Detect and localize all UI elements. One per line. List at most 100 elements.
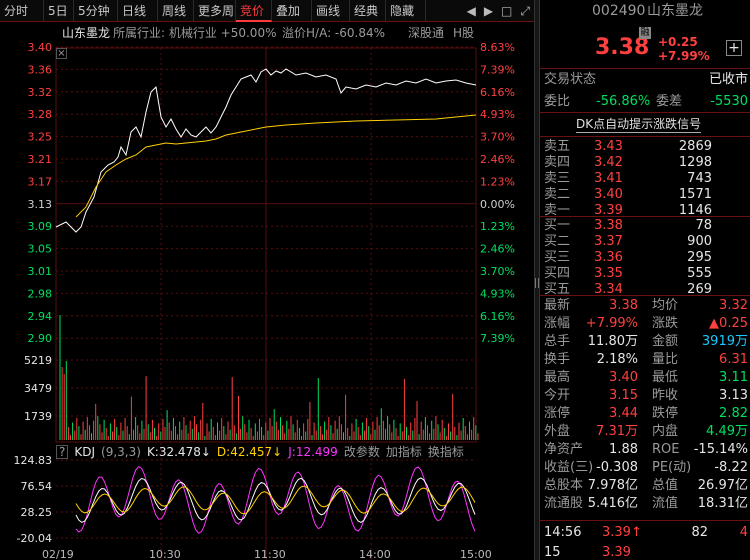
quote-row: 总股本 7.978亿 总值 26.97亿 (544, 478, 748, 493)
quote-row: 外盘 7.31万 内盘 4.49万 (544, 424, 748, 439)
kdj-name: KDJ (74, 445, 96, 459)
pct-tick-label: 4.93% (480, 287, 515, 300)
tab-10[interactable]: 隐藏 (386, 0, 426, 22)
quote-row: 最高 3.40 最低 3.11 (544, 370, 748, 385)
quote-row: 总手 11.80万 金额 3919万 (544, 334, 748, 349)
price-tick-label: 3.32 (28, 86, 53, 99)
edit-params-button[interactable]: 改参数 (343, 445, 380, 459)
prev-icon[interactable]: ◀ (466, 4, 476, 18)
bid-row: 买一 3.38 78 (544, 218, 712, 233)
tab-5[interactable]: 更多周 (194, 0, 236, 22)
ask-row: 卖三 3.41 743 (544, 171, 712, 186)
kdj-tick-label: 28.25 (21, 506, 53, 519)
tab-0[interactable]: 分时 (0, 0, 44, 22)
price-tick-label: 3.09 (28, 220, 53, 233)
ha-premium-label: 溢价H/A: -60.84% (282, 26, 386, 40)
average-price-line (75, 114, 477, 218)
pct-tick-label: 3.70% (480, 131, 515, 144)
quote-row: 涨停 3.44 跌停 2.82 (544, 406, 748, 421)
change-percent: +7.99% (658, 49, 710, 63)
close-icon[interactable]: × (56, 48, 67, 59)
intraday-chart[interactable]: 3.40 8.63% 3.36 7.39% 3.32 6.16% 3.28 4.93% 3.25… (0, 22, 534, 560)
tab-3[interactable]: 日线 (118, 0, 158, 22)
pct-tick-label: 7.39% (480, 63, 515, 76)
quote-row: 净资产 1.88 ROE -15.14% (544, 442, 748, 457)
price-tick-label: 3.13 (28, 198, 53, 211)
help-icon[interactable]: ? (56, 445, 69, 459)
tab-8[interactable]: 画线 (312, 0, 350, 22)
add-indicator-button[interactable]: 加指标 (385, 445, 422, 459)
ask-row: 卖一 3.39 1146 (544, 203, 712, 218)
kdj-tick-label: 76.54 (21, 480, 53, 493)
pct-tick-label: 6.16% (480, 86, 515, 99)
panel-splitter[interactable] (534, 0, 540, 560)
price-tick-label: 3.21 (28, 153, 53, 166)
quote-panel: 002490 山东墨龙 3.38 融 +0.25 +7.99% + 交易状态 已… (540, 0, 750, 560)
quote-row: 收益(三) -0.308 PE(动) -8.22 (544, 460, 748, 475)
bid-row: 买三 3.36 295 (544, 250, 712, 265)
ask-row: 卖四 3.42 1298 (544, 155, 712, 170)
tab-7[interactable]: 叠加 (272, 0, 312, 22)
trade-status-row: 交易状态 已收市 (544, 72, 748, 87)
bid-row: 买二 3.37 900 (544, 234, 712, 249)
time-tick-label: 10:30 (149, 548, 181, 560)
switch-indicator-button[interactable]: 换指标 (427, 445, 464, 459)
price-tick-label: 2.90 (28, 332, 53, 345)
tab-6[interactable]: 竞价 (236, 0, 272, 22)
price-tick-label: 2.94 (28, 310, 53, 323)
tab-1[interactable]: 5日 (44, 0, 74, 22)
tick-row: 15 3.39 (544, 545, 631, 560)
tab-9[interactable]: 经典 (350, 0, 386, 22)
pct-tick-label: 8.63% (480, 41, 515, 54)
pct-tick-label: 0.00% (480, 198, 515, 211)
bid-ratio-row: 委比 -56.86% 委差 -5530 (544, 94, 748, 109)
tab-2[interactable]: 5分钟 (74, 0, 118, 22)
quote-row: 今开 3.15 昨收 3.13 (544, 388, 748, 403)
stock-code-name: 002490 山东墨龙 (592, 3, 703, 19)
kdj-d-value: D:42.457↓ (216, 445, 283, 459)
next-icon[interactable]: ▶ (483, 4, 494, 18)
industry-label: 所属行业: 机械行业 +50.00% (113, 26, 277, 40)
kdj-d-line (75, 485, 476, 515)
pct-tick-label: 2.46% (480, 243, 515, 256)
pct-tick-label: 2.46% (480, 153, 515, 166)
margin-tag: 融 (639, 27, 651, 39)
quote-row: 流通股 5.416亿 流值 18.31亿 (544, 496, 748, 511)
price-line (55, 68, 477, 233)
dk-signal-link[interactable]: DK点自动提示涨跌信号 (576, 117, 702, 133)
pct-tick-label: 7.39% (480, 332, 515, 345)
tick-row: 14:56 3.39↑ 82 4 (544, 525, 748, 540)
quote-row: 涨幅 +7.99% 涨跌 ▲0.25 (544, 316, 748, 331)
quote-row: 最新 3.38 均价 3.32 (544, 298, 748, 313)
pct-tick-label: 3.70% (480, 265, 515, 278)
tab-4[interactable]: 周线 (158, 0, 194, 22)
ask-row: 卖五 3.43 2869 (544, 139, 712, 154)
price-tick-label: 2.98 (28, 287, 53, 300)
sz-connect-label[interactable]: 深股通 (408, 26, 445, 40)
pct-tick-label: 1.23% (480, 175, 515, 188)
volume-tick-label: 1739 (24, 410, 52, 423)
window-icon[interactable]: □ (501, 4, 513, 18)
volume-tick-label: 3479 (24, 382, 52, 395)
price-tick-label: 3.05 (28, 243, 53, 256)
quote-row: 换手 2.18% 量比 6.31 (544, 352, 748, 367)
kdj-tick-label: 124.83 (14, 454, 53, 467)
last-price: 3.38 (595, 35, 650, 60)
price-tick-label: 3.28 (28, 108, 53, 121)
time-tick-label: 02/19 (42, 548, 74, 560)
kdj-indicator-bar: ? KDJ (9,3,3) K:32.478↓ D:42.457↓ J:12.4… (56, 444, 476, 460)
kdj-j-value: J:12.499 (288, 445, 338, 459)
expand-icon[interactable]: ⤢ (520, 3, 530, 18)
time-tick-label: 15:00 (460, 548, 492, 560)
price-tick-label: 3.36 (28, 63, 53, 76)
kdj-k-value: K:32.478↓ (146, 445, 211, 459)
price-tick-label: 3.17 (28, 175, 53, 188)
kdj-j-line (75, 465, 476, 534)
stock-name-label: 山东墨龙 (62, 26, 111, 40)
h-share-label[interactable]: H股 (453, 26, 475, 40)
kdj-tick-label: -20.04 (17, 532, 52, 545)
add-watchlist-button[interactable]: + (726, 40, 742, 56)
volume-tick-label: 5219 (24, 354, 52, 367)
pct-tick-label: 6.16% (480, 310, 515, 323)
price-tick-label: 3.25 (28, 131, 53, 144)
